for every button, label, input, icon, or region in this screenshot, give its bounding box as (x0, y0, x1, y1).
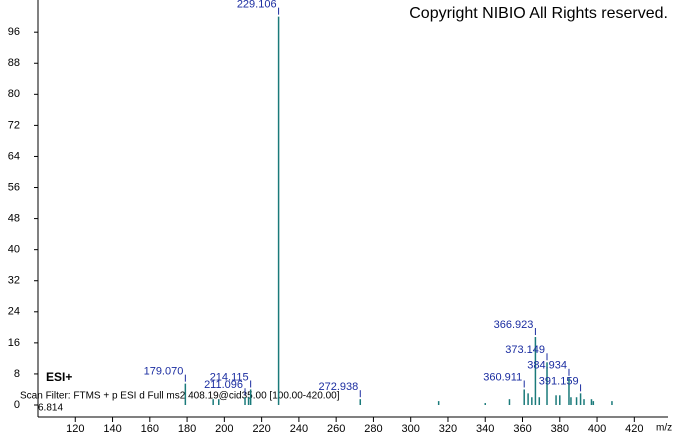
peak-label: 214.115 (210, 371, 249, 383)
y-tick-label: 0 (14, 399, 20, 411)
peak-label: 360.911 (483, 371, 522, 383)
y-tick-label: 56 (8, 181, 20, 193)
x-tick-label: 240 (290, 423, 308, 434)
peak-label: 384.934 (527, 360, 567, 372)
peak-label: 391.159 (539, 375, 579, 387)
peak-label: 211.096 (204, 379, 243, 391)
peak-label: 179.070 (144, 366, 184, 378)
x-tick-label: 360 (513, 423, 531, 434)
base-peak: 6.814 (38, 403, 63, 414)
x-axis-label: m/z (656, 423, 672, 434)
y-tick-label: 96 (8, 26, 20, 38)
y-tick-label: 32 (8, 275, 20, 287)
x-tick-label: 260 (327, 423, 345, 434)
x-tick-label: 400 (588, 423, 606, 434)
x-tick-label: 200 (215, 423, 233, 434)
peak-label: 229.106 (237, 0, 277, 11)
x-tick-label: 280 (364, 423, 382, 434)
x-tick-label: 340 (476, 423, 494, 434)
x-tick-label: 300 (402, 423, 420, 434)
x-tick-label: 160 (141, 423, 159, 434)
y-tick-label: 24 (8, 306, 20, 318)
x-tick-label: 180 (178, 423, 196, 434)
y-tick-label: 80 (8, 88, 20, 100)
y-tick-label: 88 (8, 57, 20, 69)
x-tick-label: 220 (252, 423, 270, 434)
y-tick-label: 16 (8, 337, 20, 349)
x-tick-label: 420 (625, 423, 643, 434)
x-tick-label: 120 (66, 423, 84, 434)
peak-label: 373.149 (505, 344, 545, 356)
y-tick-label: 8 (14, 368, 20, 380)
peak-label: 272.938 (319, 381, 359, 393)
x-tick-label: 140 (103, 423, 121, 434)
x-tick-label: 320 (439, 423, 457, 434)
y-tick-label: 72 (8, 119, 20, 131)
x-tick-label: 380 (551, 423, 569, 434)
ionization: ESI+ (46, 370, 72, 384)
chart-title: Copyright NIBIO All Rights reserved. (409, 5, 668, 22)
scan-filter: Scan Filter: FTMS + p ESI d Full ms2 408… (20, 391, 340, 402)
y-tick-label: 40 (8, 244, 20, 256)
peak-label: 366.923 (494, 319, 534, 331)
y-tick-label: 64 (8, 150, 20, 162)
y-tick-label: 48 (8, 212, 20, 224)
